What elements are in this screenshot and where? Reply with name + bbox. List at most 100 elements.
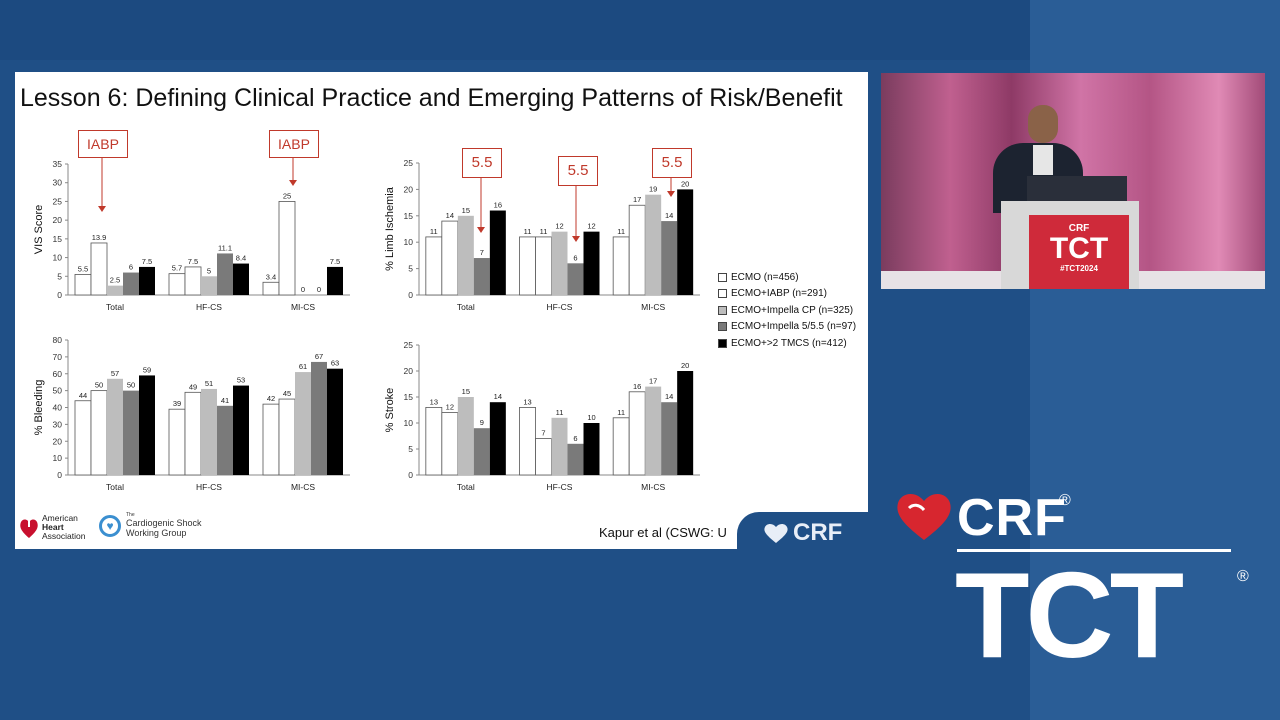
bar bbox=[489, 402, 506, 475]
bar-value-label: 53 bbox=[237, 376, 245, 385]
bar bbox=[327, 368, 343, 475]
bar-value-label: 14 bbox=[446, 211, 454, 220]
bar bbox=[217, 405, 233, 475]
bar bbox=[535, 438, 552, 476]
bar-value-label: 11.1 bbox=[218, 243, 232, 252]
category-label: MI-CS bbox=[641, 302, 665, 312]
bar bbox=[628, 391, 646, 476]
y-tick-label: 20 bbox=[53, 436, 63, 446]
y-tick-label: 35 bbox=[53, 159, 63, 169]
bar bbox=[311, 361, 327, 475]
bar-value-label: 0 bbox=[317, 285, 321, 294]
bar-value-label: 0 bbox=[301, 285, 305, 294]
bar bbox=[489, 210, 506, 295]
aha-text-line3: Association bbox=[42, 531, 86, 541]
bar bbox=[278, 398, 296, 476]
y-tick-label: 5 bbox=[57, 271, 62, 281]
bar bbox=[107, 378, 123, 475]
y-tick-label: 0 bbox=[57, 290, 62, 300]
crf-tct-brand: CRF ® TCT ® bbox=[895, 488, 1255, 680]
legend-item: ECMO+>2 TMCS (n=412) bbox=[718, 335, 856, 352]
bar-value-label: 11 bbox=[540, 227, 548, 236]
callout-impella55-limb-hfcs: 5.5 bbox=[558, 156, 598, 186]
presentation-slide: Lesson 6: Defining Clinical Practice and… bbox=[15, 72, 868, 549]
bar bbox=[74, 400, 92, 476]
bar bbox=[473, 258, 490, 295]
bar-value-label: 8.4 bbox=[236, 254, 246, 263]
bar bbox=[233, 385, 249, 475]
bar-value-label: 9 bbox=[480, 418, 484, 427]
bar bbox=[217, 253, 233, 295]
category-label: MI-CS bbox=[641, 482, 665, 492]
bar bbox=[612, 417, 630, 476]
aha-heart-icon bbox=[20, 517, 38, 538]
legend-item: ECMO (n=456) bbox=[718, 269, 856, 286]
callout-arrow-head bbox=[667, 191, 675, 197]
speaker-video: CRF TCT #TCT2024 bbox=[881, 73, 1265, 289]
bar bbox=[90, 390, 108, 476]
bar-value-label: 7 bbox=[480, 248, 484, 257]
legend-item: ECMO+IABP (n=291) bbox=[718, 286, 856, 303]
bar bbox=[123, 272, 139, 295]
bar bbox=[278, 201, 296, 296]
bar-value-label: 11 bbox=[524, 227, 532, 236]
bar bbox=[567, 263, 584, 295]
y-tick-label: 25 bbox=[404, 340, 414, 350]
bar bbox=[661, 402, 678, 475]
bar bbox=[262, 281, 280, 296]
bar-value-label: 14 bbox=[494, 392, 502, 401]
callout-arrow-head bbox=[98, 206, 106, 212]
bar-value-label: 42 bbox=[267, 394, 275, 403]
bar-value-label: 50 bbox=[127, 381, 135, 390]
csw-text-line2: Working Group bbox=[126, 528, 187, 538]
bar bbox=[425, 406, 443, 476]
bar bbox=[201, 388, 217, 475]
legend-swatch-ecmo-impella-55 bbox=[718, 322, 727, 332]
bar-value-label: 50 bbox=[95, 381, 103, 390]
bar bbox=[441, 412, 459, 476]
slide-crf-tab: CRF bbox=[737, 512, 868, 549]
bar bbox=[327, 266, 343, 295]
brand-registered-mark: ® bbox=[1059, 492, 1071, 509]
legend-label: ECMO+Impella CP (n=325) bbox=[731, 304, 854, 316]
bar-value-label: 12 bbox=[446, 403, 454, 412]
bar-value-label: 12 bbox=[555, 222, 563, 231]
bar-value-label: 7.5 bbox=[330, 257, 340, 266]
category-label: Total bbox=[457, 302, 475, 312]
bar bbox=[551, 417, 568, 475]
aha-text-line2: Heart bbox=[42, 522, 64, 532]
bar-value-label: 5.7 bbox=[172, 264, 182, 273]
y-tick-label: 10 bbox=[404, 418, 414, 428]
speaker-head bbox=[1028, 105, 1058, 143]
callout-arrow-head bbox=[477, 227, 485, 233]
y-tick-label: 5 bbox=[408, 444, 413, 454]
aha-text-line1: American bbox=[42, 513, 78, 523]
bar-value-label: 25 bbox=[283, 191, 291, 200]
bar-value-label: 11 bbox=[617, 408, 625, 417]
y-axis-label: % Bleeding bbox=[33, 380, 45, 436]
bar-value-label: 15 bbox=[462, 387, 470, 396]
bar bbox=[612, 236, 630, 296]
cardiogenic-shock-working-group-logo: ♥ The Cardiogenic Shock Working Group bbox=[99, 513, 202, 538]
bar-value-label: 13.9 bbox=[92, 233, 107, 242]
y-axis-label: % Stroke bbox=[384, 388, 396, 433]
background-panel-top bbox=[0, 0, 1030, 60]
bar bbox=[233, 263, 249, 295]
bar-value-label: 13 bbox=[430, 397, 438, 406]
bar-value-label: 57 bbox=[111, 369, 119, 378]
csw-heart-icon: ♥ bbox=[99, 514, 121, 537]
podium-panel: CRF TCT #TCT2024 bbox=[1029, 215, 1129, 289]
legend-label: ECMO+IABP (n=291) bbox=[731, 288, 827, 300]
podium-hashtag: #TCT2024 bbox=[1060, 264, 1098, 273]
bar-value-label: 6 bbox=[573, 253, 577, 262]
bar-value-label: 49 bbox=[189, 382, 197, 391]
slide-crf-text: CRF bbox=[793, 519, 843, 546]
legend-swatch-ecmo-iabp bbox=[718, 289, 727, 299]
speaker-shirt bbox=[1033, 145, 1053, 175]
y-axis-label: VIS Score bbox=[33, 205, 45, 255]
slide-title: Lesson 6: Defining Clinical Practice and… bbox=[20, 84, 843, 112]
bar-value-label: 11 bbox=[617, 227, 625, 236]
csw-text-the: The bbox=[126, 512, 135, 518]
bar bbox=[107, 285, 123, 295]
bar-value-label: 63 bbox=[331, 359, 339, 368]
